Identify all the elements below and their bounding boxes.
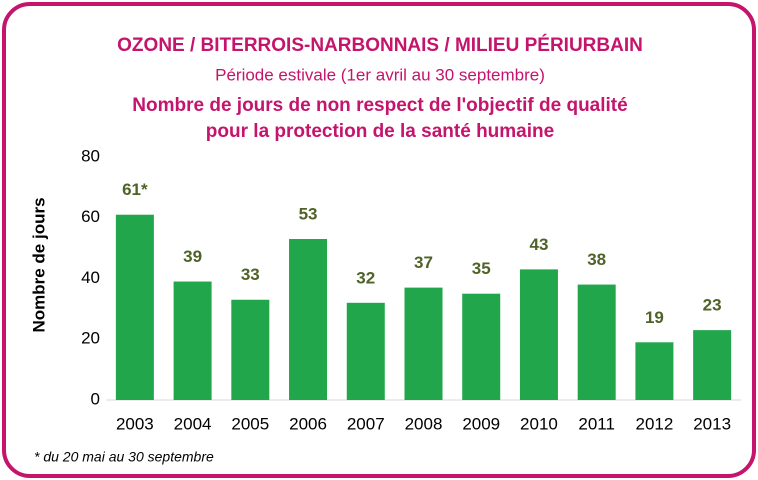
x-tick-label: 2013	[693, 414, 731, 433]
x-tick-label: 2004	[174, 414, 212, 433]
data-label: 37	[414, 253, 433, 272]
y-axis-label: Nombre de jours	[29, 197, 48, 332]
chart-subtitle: Période estivale (1er avril au 30 septem…	[215, 65, 545, 84]
data-label: 38	[587, 250, 606, 269]
bar	[289, 239, 328, 400]
data-label: 32	[356, 268, 375, 287]
data-label: 35	[472, 259, 491, 278]
bar	[462, 293, 501, 400]
bar	[404, 287, 443, 400]
chart-title2: Nombre de jours de non respect de l'obje…	[132, 95, 627, 116]
footnote: * du 20 mai au 30 septembre	[34, 449, 214, 465]
x-tick-label: 2011	[578, 414, 615, 433]
chart-title: OZONE / BITERROIS-NARBONNAIS / MILIEU PÉ…	[117, 34, 643, 56]
data-label: 19	[645, 308, 664, 327]
x-tick-label: 2012	[635, 414, 673, 433]
bar	[231, 299, 270, 400]
bar	[173, 281, 212, 400]
y-tick-label: 40	[81, 268, 100, 287]
data-label: 23	[703, 296, 722, 315]
bar	[693, 330, 732, 400]
chart-title2: pour la protection de la santé humaine	[206, 121, 554, 142]
data-label: 39	[183, 247, 202, 266]
data-label: 61*	[122, 180, 148, 199]
bar	[346, 302, 385, 400]
x-tick-label: 2009	[462, 414, 500, 433]
data-label: 33	[241, 265, 260, 284]
x-tick-label: 2008	[405, 414, 443, 433]
bar	[577, 284, 616, 400]
x-tick-label: 2007	[347, 414, 385, 433]
data-label: 43	[529, 235, 548, 254]
bar	[115, 214, 154, 400]
y-tick-label: 20	[81, 329, 100, 348]
bar	[519, 269, 558, 400]
y-tick-label: 80	[81, 146, 100, 165]
y-tick-label: 0	[91, 389, 100, 408]
x-tick-label: 2003	[116, 414, 154, 433]
y-tick-label: 60	[81, 207, 100, 226]
x-tick-label: 2006	[289, 414, 327, 433]
x-tick-label: 2005	[231, 414, 269, 433]
bar	[635, 342, 674, 400]
data-label: 53	[299, 204, 318, 223]
x-tick-label: 2010	[520, 414, 558, 433]
